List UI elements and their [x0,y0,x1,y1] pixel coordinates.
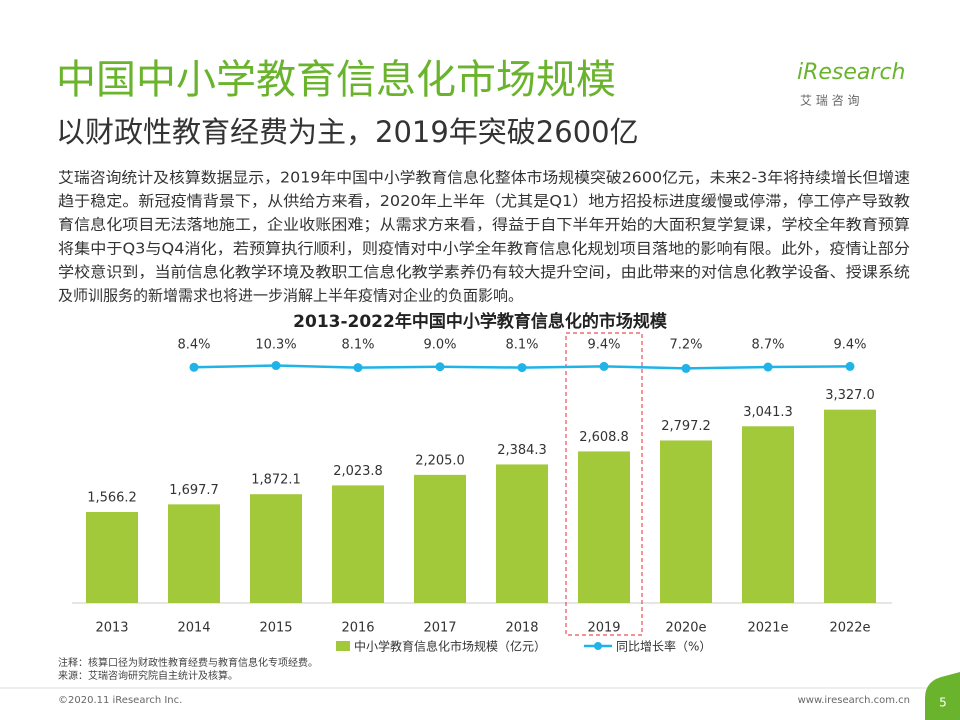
growth-point [763,362,773,372]
growth-label: 10.3% [255,338,296,353]
x-tick-label: 2014 [177,621,210,636]
growth-label: 8.1% [505,338,538,353]
body-text: 将集中于Q3与Q4消化，若预算执行顺利，则疫情对中小学全年教育信息化规划项目落地… [58,239,910,257]
growth-point [517,363,527,373]
subtitle: 以财政性教育经费为主，2019年突破2600亿 [56,115,639,149]
growth-point [435,362,445,372]
page-number: 5 [939,696,947,710]
copyright: ©2020.11 iResearch Inc. [58,695,182,706]
bar-label: 2,023.8 [333,464,383,479]
x-tick-label: 2020e [665,621,706,636]
x-tick-label: 2022e [829,621,870,636]
body-text: 趋于稳定。新冠疫情背景下，从供给方来看，2020年上半年（尤其是Q1）地方招投标… [58,192,910,210]
growth-point [681,363,691,373]
legend-label: 中小学教育信息化市场规模（亿元） [354,639,546,654]
bar [578,451,630,603]
bar [332,485,384,603]
growth-label: 8.7% [751,338,784,353]
x-tick-label: 2021e [747,621,788,636]
bar [824,409,876,603]
bar-label: 2,608.8 [579,430,629,445]
growth-point [189,362,199,372]
growth-point [845,361,855,371]
bar-label: 1,872.1 [251,473,301,488]
chart-title: 2013-2022年中国中小学教育信息化的市场规模 [293,311,668,332]
bar [742,426,794,603]
note: 注释：核算口径为财政性教育经费与教育信息化专项经费。 [58,656,318,669]
logo-tagline: 艾 瑞 咨 询 [800,93,859,108]
logo-brand: iResearch [797,60,906,85]
body-text: 学校意识到，当前信息化教学环境及教职工信息化教学素养仍有较大提升空间，由此带来的… [58,263,910,281]
growth-point [353,363,363,373]
bar-label: 2,205.0 [415,453,465,468]
bar [250,494,302,603]
title: 中国中小学教育信息化市场规模 [56,57,616,103]
growth-label: 9.4% [833,338,866,353]
legend-dot [594,642,602,650]
bar-label: 3,041.3 [743,405,793,420]
growth-label: 9.4% [587,338,620,353]
bar [660,440,712,603]
body-text: 艾瑞咨询统计及核算数据显示，2019年中国中小学教育信息化整体市场规模突破260… [58,169,910,187]
bar [86,511,138,603]
growth-label: 8.1% [341,338,374,353]
bar [496,464,548,603]
legend-swatch [336,641,350,651]
x-tick-label: 2015 [259,621,292,636]
bar-label: 2,797.2 [661,419,711,434]
body-text: 育信息化项目无法落地施工，企业收账困难；从需求方来看，得益于自下半年开始的大面积… [58,216,910,234]
growth-label: 8.4% [177,338,210,353]
bar-label: 2,384.3 [497,443,547,458]
x-tick-label: 2016 [341,621,374,636]
url: www.iresearch.com.cn [798,695,910,706]
growth-label: 7.2% [669,338,702,353]
growth-point [271,361,281,371]
growth-label: 9.0% [423,338,456,353]
page-badge [925,672,960,720]
x-tick-label: 2013 [95,621,128,636]
x-tick-label: 2018 [505,621,538,636]
bar-label: 1,697.7 [169,483,219,498]
bar-label: 1,566.2 [87,490,137,505]
x-tick-label: 2017 [423,621,456,636]
source: 来源：艾瑞咨询研究院自主统计及核算。 [58,669,238,682]
bar [168,504,220,603]
bar-label: 3,327.0 [825,388,875,403]
bar [414,474,466,603]
body-text: 及师训服务的新增需求也将进一步消解上半年疫情对企业的负面影响。 [58,287,523,305]
legend-label: 同比增长率（%） [616,639,711,654]
highlight-box [565,332,643,636]
growth-point [599,361,609,371]
x-tick-label: 2019 [587,621,620,636]
